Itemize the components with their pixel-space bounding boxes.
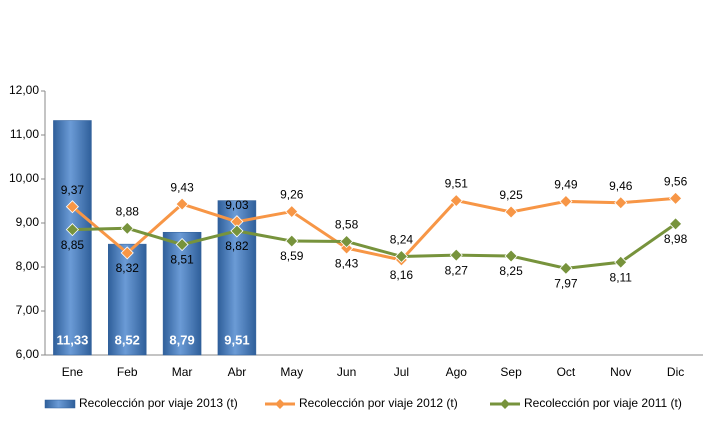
x-tick-label: Feb — [117, 365, 138, 379]
marker — [559, 194, 573, 209]
x-tick-label: Ene — [62, 365, 84, 379]
marker — [120, 246, 134, 260]
line-value-label: 8,58 — [335, 218, 359, 232]
marker — [65, 200, 79, 214]
line-value-label: 8,51 — [170, 253, 194, 267]
x-tick-label: Oct — [557, 365, 576, 379]
marker — [175, 197, 189, 211]
marker — [614, 196, 628, 210]
line-value-label: 8,24 — [390, 233, 414, 247]
legend-label: Recolección por viaje 2013 (t) — [79, 396, 238, 410]
x-tick-label: May — [280, 365, 303, 379]
marker — [614, 255, 628, 269]
y-tick-label: 8,00 — [16, 259, 40, 273]
line-value-label: 8,88 — [116, 204, 140, 218]
marker — [230, 224, 244, 238]
bar-value-label: 8,52 — [115, 332, 140, 347]
line-value-label: 8,27 — [445, 263, 469, 277]
marker — [504, 249, 518, 263]
bar-value-label: 8,79 — [169, 332, 194, 347]
x-tick-label: Ago — [446, 365, 468, 379]
bar — [162, 231, 202, 356]
line-value-label: 9,49 — [554, 178, 578, 192]
bar-value-label: 9,51 — [224, 332, 249, 347]
line-value-label: 9,43 — [170, 180, 194, 194]
line — [71, 196, 676, 262]
marker — [340, 241, 354, 255]
line-value-label: 9,37 — [61, 183, 85, 197]
y-tick-label: 7,00 — [16, 303, 40, 317]
marker — [449, 193, 463, 208]
x-tick-label: Abr — [228, 365, 247, 379]
legend-marker — [275, 399, 285, 409]
x-tick-label: Dic — [667, 365, 684, 379]
bar — [53, 120, 92, 356]
x-tick-label: Nov — [610, 365, 631, 379]
y-tick-label: 6,00 — [16, 347, 40, 361]
line-value-label: 8,59 — [280, 249, 304, 263]
y-tick-label: 11,00 — [10, 127, 39, 141]
line-value-label: 8,32 — [116, 261, 140, 275]
marker — [120, 221, 134, 235]
marker — [285, 234, 299, 248]
line-value-label: 9,51 — [445, 177, 469, 191]
line-value-label: 8,25 — [499, 264, 523, 278]
y-tick-label: 12,00 — [9, 83, 39, 97]
marker — [669, 191, 683, 205]
line-value-label: 7,97 — [554, 276, 578, 290]
line-value-label: 8,98 — [664, 232, 688, 246]
y-tick-label: 10,00 — [9, 171, 39, 185]
marker — [504, 205, 518, 219]
legend-label: Recolección por viaje 2012 (t) — [299, 396, 458, 410]
line-value-label: 8,16 — [390, 268, 414, 282]
line-value-label: 8,82 — [225, 239, 249, 253]
line-value-label: 9,26 — [280, 188, 304, 202]
marker — [340, 234, 354, 249]
x-tick-label: Sep — [500, 365, 522, 379]
legend-marker — [500, 399, 510, 409]
line — [72, 222, 677, 270]
marker — [394, 249, 408, 264]
line-value-label: 9,03 — [225, 198, 249, 212]
x-tick-label: Jul — [394, 365, 409, 379]
legend-swatch — [44, 399, 76, 409]
marker — [449, 248, 463, 262]
line-value-label: 9,25 — [499, 188, 523, 202]
x-tick-label: Mar — [172, 365, 193, 379]
bar — [108, 243, 147, 356]
bar-value-label: 11,33 — [57, 332, 89, 347]
line-value-label: 9,46 — [609, 179, 633, 193]
line-value-label: 9,56 — [664, 175, 688, 189]
line-value-label: 8,43 — [335, 256, 359, 270]
marker — [559, 261, 573, 275]
line-value-label: 8,11 — [610, 270, 633, 284]
legend-label: Recolección por viaje 2011 (t) — [524, 396, 682, 410]
marker — [65, 223, 79, 237]
marker — [669, 217, 683, 231]
marker — [175, 237, 189, 252]
x-tick-label: Jun — [337, 365, 356, 379]
line-value-label: 8,85 — [61, 238, 85, 252]
y-tick-label: 9,00 — [16, 215, 40, 229]
marker — [285, 204, 299, 219]
